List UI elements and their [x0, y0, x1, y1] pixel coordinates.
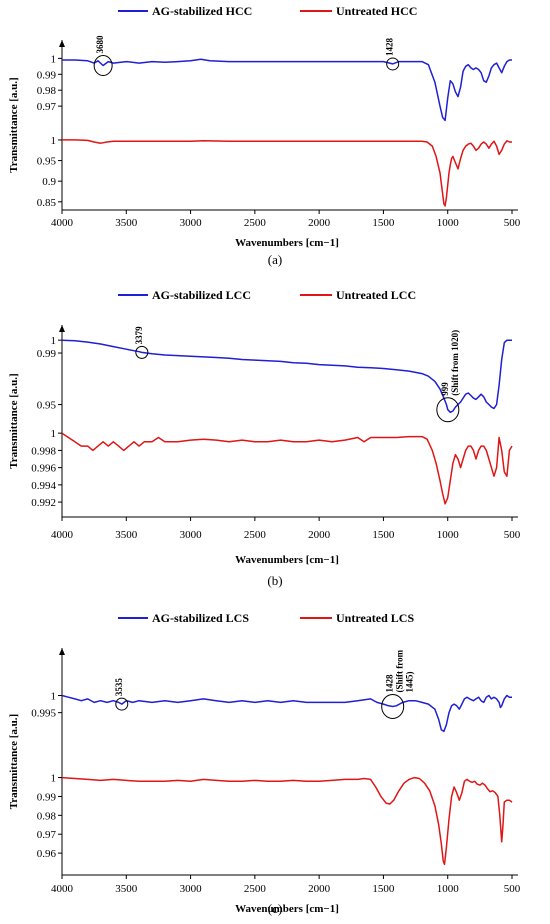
- x-tick-label: 1500: [372, 217, 395, 229]
- y-tick-label: 0.97: [37, 101, 57, 113]
- x-tick-label: 500: [504, 883, 521, 895]
- y-tick-label: 1: [51, 773, 57, 785]
- y-axis-title: Transmittance [a.u.]: [8, 714, 20, 809]
- x-tick-label: 4000: [51, 529, 74, 541]
- legend-label: Untreated HCC: [336, 4, 417, 18]
- x-tick-label: 3000: [180, 217, 203, 229]
- y-tick-label: 0.99: [37, 69, 57, 81]
- y-tick-label: 0.96: [37, 848, 57, 860]
- y-tick-label: 0.99: [37, 791, 57, 803]
- y-tick-label: 0.85: [37, 197, 57, 209]
- y-tick-label: 1: [51, 428, 57, 440]
- panel-label: (b): [267, 573, 282, 588]
- y-tick-label: 0.9: [42, 176, 56, 188]
- y-axis-arrow: [59, 40, 65, 47]
- annotation-sublabel: 1445): [405, 671, 415, 692]
- y-tick-label: 0.992: [31, 497, 56, 509]
- y-tick-label: 0.95: [37, 156, 57, 168]
- x-tick-label: 4000: [51, 217, 74, 229]
- y-axis-arrow: [59, 648, 65, 655]
- y-tick-label: 1: [51, 53, 57, 65]
- annotation-label: 1428: [385, 37, 395, 56]
- x-tick-label: 500: [504, 529, 521, 541]
- panel-a: 4000 3500 3000 2500 2000 1500 1000 500 Wavenumbe…: [8, 4, 521, 267]
- x-tick-label: 2500: [244, 883, 267, 895]
- y-axis-title: Transmittance [a.u.]: [8, 373, 20, 468]
- annotation-label: 1428: [385, 674, 395, 693]
- x-tick-label: 1000: [437, 883, 460, 895]
- annotation-circle: [115, 697, 129, 711]
- annotation-sublabel: (Shift from 1020): [450, 330, 460, 396]
- x-tick-label: 4000: [51, 883, 74, 895]
- x-tick-label: 3000: [180, 883, 203, 895]
- annotation-circle: [386, 57, 400, 71]
- x-tick-label: 2000: [308, 217, 331, 229]
- legend-label: Untreated LCC: [336, 288, 416, 302]
- annotation-label: 999: [440, 382, 450, 396]
- series-line-0: [61, 694, 512, 733]
- x-tick-label: 2500: [244, 529, 267, 541]
- y-tick-label: 0.99: [37, 348, 57, 360]
- x-tick-label: 2500: [244, 217, 267, 229]
- legend-label: AG-stabilized HCC: [152, 4, 252, 18]
- x-tick-label: 3000: [180, 529, 203, 541]
- x-tick-label: 1500: [372, 529, 395, 541]
- y-tick-label: 1: [51, 335, 57, 347]
- annotation-circle: [381, 693, 405, 719]
- x-tick-label: 3500: [115, 529, 138, 541]
- x-axis-title: Wavenumbers [cm−1]: [235, 554, 339, 566]
- y-tick-label: 0.996: [31, 463, 56, 475]
- y-tick-label: 1: [51, 691, 57, 703]
- legend-label: Untreated LCS: [336, 611, 414, 625]
- x-tick-label: 1000: [437, 529, 460, 541]
- y-axis-title: Transmittance [a.u.]: [8, 77, 20, 172]
- annotation-label: 3680: [95, 35, 105, 54]
- series-line-1: [61, 432, 513, 505]
- y-tick-label: 1: [51, 135, 57, 147]
- y-tick-label: 0.998: [31, 445, 56, 457]
- y-tick-label: 0.995: [31, 708, 56, 720]
- x-tick-label: 2000: [308, 529, 331, 541]
- series-line-1: [61, 776, 513, 866]
- legend-label: AG-stabilized LCC: [152, 288, 251, 302]
- panel-b: 4000 3500 3000 2500 2000 1500 1000 500 Wavenumbe…: [8, 288, 521, 588]
- x-tick-label: 2000: [308, 883, 331, 895]
- annotation-label: 3379: [134, 326, 144, 345]
- x-axis-title: Wavenumbers [cm−1]: [235, 237, 339, 249]
- x-axis-title: Wavenumbers [cm−1]: [235, 903, 339, 915]
- y-tick-label: 0.98: [37, 85, 57, 97]
- panel-label: (c): [268, 901, 282, 916]
- series-line-0: [62, 58, 512, 122]
- series-line-1: [62, 139, 512, 207]
- annotation-circle: [93, 55, 113, 77]
- y-tick-label: 0.97: [37, 829, 57, 841]
- y-axis-arrow: [59, 325, 65, 332]
- y-tick-label: 0.994: [31, 480, 56, 492]
- annotation-label: 3535: [114, 678, 124, 697]
- series-line-0: [61, 339, 512, 414]
- annotation-circle: [436, 397, 460, 423]
- panel-c: 4000 3500 3000 2500 2000 1500 1000 500 Wavenumbe…: [8, 611, 521, 916]
- x-tick-label: 3500: [115, 217, 138, 229]
- y-tick-label: 0.98: [37, 810, 57, 822]
- annotation-sublabel: (Shift from: [395, 649, 405, 692]
- x-tick-label: 1000: [437, 217, 460, 229]
- panel-label: (a): [268, 252, 282, 267]
- y-tick-label: 0.95: [37, 400, 57, 412]
- legend-label: AG-stabilized LCS: [152, 611, 249, 625]
- x-tick-label: 3500: [115, 883, 138, 895]
- annotation-circle: [135, 345, 149, 359]
- x-tick-label: 1500: [372, 883, 395, 895]
- x-tick-label: 500: [504, 217, 521, 229]
